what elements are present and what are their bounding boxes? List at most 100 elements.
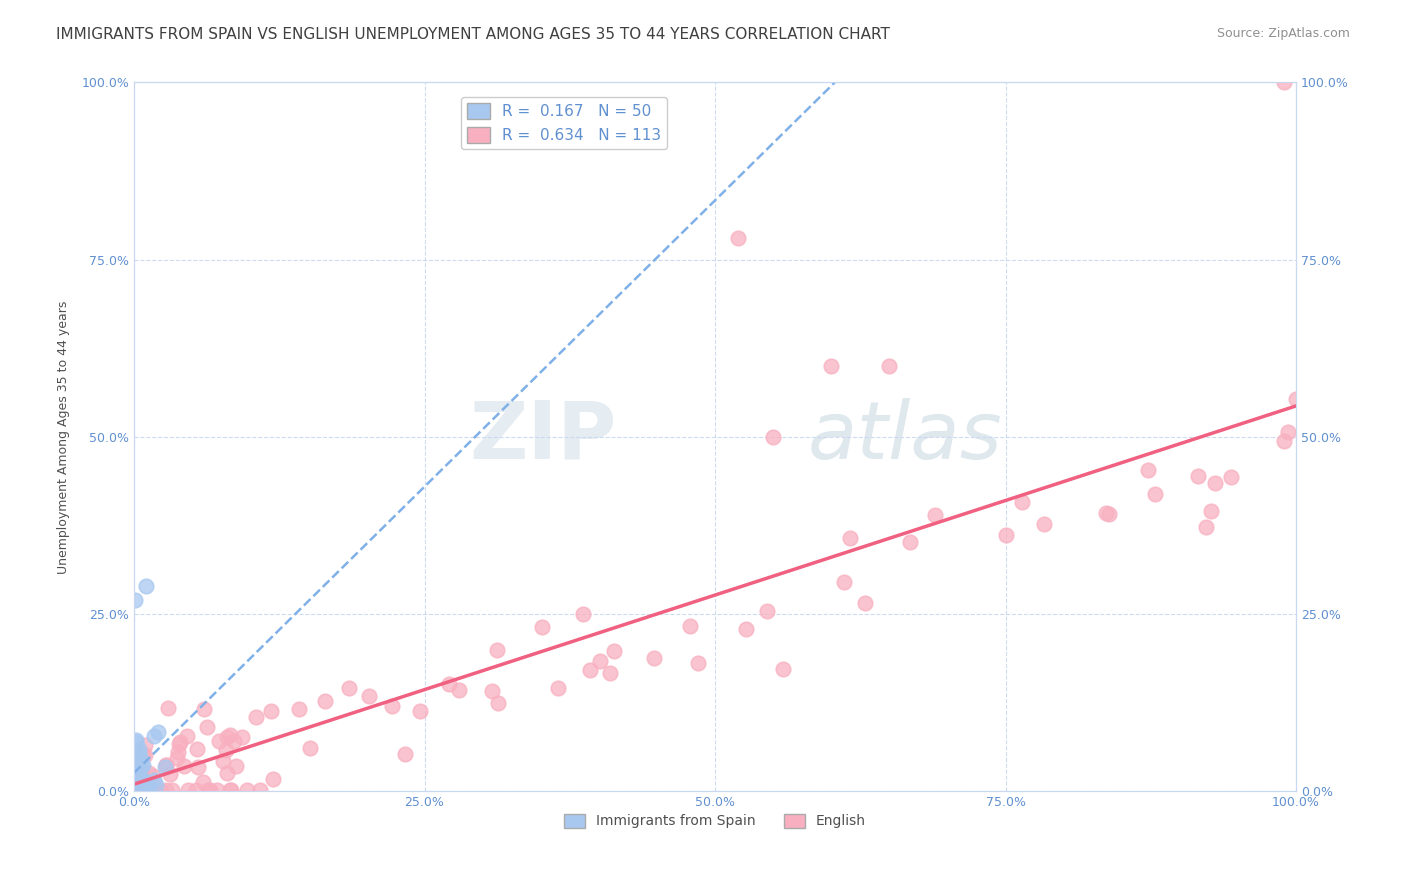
Point <box>124 751 146 765</box>
Point <box>169 735 191 749</box>
Point <box>381 698 404 713</box>
Point <box>127 746 149 760</box>
Point <box>125 771 148 785</box>
Text: ZIP: ZIP <box>470 398 616 475</box>
Point <box>409 705 432 719</box>
Point <box>125 756 148 770</box>
Point <box>314 694 336 708</box>
Point <box>129 757 152 772</box>
Y-axis label: Unemployment Among Ages 35 to 44 years: Unemployment Among Ages 35 to 44 years <box>58 301 70 574</box>
Point <box>193 774 215 789</box>
Point <box>132 773 155 788</box>
Point <box>148 724 170 739</box>
Point <box>1095 506 1118 520</box>
Point <box>127 777 149 791</box>
Point <box>128 742 150 756</box>
Text: Source: ZipAtlas.com: Source: ZipAtlas.com <box>1216 27 1350 40</box>
Point <box>169 737 191 751</box>
Point <box>820 359 842 373</box>
Point <box>124 782 146 797</box>
Point <box>132 782 155 797</box>
Point <box>125 772 148 787</box>
Point <box>924 508 946 523</box>
Point <box>211 754 233 768</box>
Point <box>160 782 183 797</box>
Point <box>879 359 901 373</box>
Point <box>142 772 165 787</box>
Point <box>124 755 146 769</box>
Point <box>128 782 150 797</box>
Point <box>1274 75 1296 89</box>
Point <box>898 534 921 549</box>
Legend: Immigrants from Spain, English: Immigrants from Spain, English <box>558 808 872 834</box>
Point <box>1137 463 1160 477</box>
Point <box>1098 507 1121 521</box>
Point <box>357 690 380 704</box>
Point <box>155 757 177 772</box>
Point <box>215 766 238 780</box>
Point <box>1285 392 1308 407</box>
Point <box>125 782 148 797</box>
Point <box>136 782 159 797</box>
Point <box>249 782 271 797</box>
Point <box>262 772 284 786</box>
Point <box>142 769 165 783</box>
Text: IMMIGRANTS FROM SPAIN VS ENGLISH UNEMPLOYMENT AMONG AGES 35 TO 44 YEARS CORRELAT: IMMIGRANTS FROM SPAIN VS ENGLISH UNEMPLO… <box>56 27 890 42</box>
Point <box>337 681 360 695</box>
Point <box>218 782 240 797</box>
Point <box>215 731 238 745</box>
Point <box>481 684 503 698</box>
Point <box>589 654 612 668</box>
Point <box>486 643 509 657</box>
Point <box>531 619 554 633</box>
Point <box>127 773 149 788</box>
Point <box>138 780 160 795</box>
Point <box>124 782 146 797</box>
Point <box>679 619 702 633</box>
Point <box>547 681 569 695</box>
Point <box>132 757 155 772</box>
Point <box>727 231 749 245</box>
Point <box>149 782 172 797</box>
Point <box>138 766 160 780</box>
Point <box>1277 425 1299 440</box>
Point <box>128 781 150 796</box>
Point <box>134 780 156 795</box>
Point <box>128 774 150 789</box>
Point <box>145 778 167 792</box>
Point <box>124 768 146 782</box>
Point <box>159 767 181 781</box>
Point <box>124 766 146 780</box>
Point <box>198 782 221 797</box>
Point <box>186 782 208 797</box>
Point <box>132 747 155 761</box>
Point <box>129 781 152 796</box>
Point <box>128 764 150 779</box>
Point <box>437 676 460 690</box>
Point <box>832 575 855 590</box>
Point <box>772 662 794 676</box>
Point <box>222 734 245 748</box>
Point <box>129 751 152 765</box>
Point <box>221 782 243 797</box>
Point <box>197 782 219 797</box>
Point <box>134 782 156 797</box>
Point <box>447 682 470 697</box>
Point <box>127 763 149 777</box>
Point <box>156 701 179 715</box>
Point <box>131 780 153 794</box>
Point <box>231 730 253 744</box>
Point <box>129 774 152 789</box>
Point <box>127 782 149 797</box>
Point <box>838 531 860 545</box>
Point <box>205 782 228 797</box>
Point <box>127 773 149 788</box>
Point <box>128 779 150 793</box>
Point <box>207 734 229 748</box>
Point <box>572 607 595 621</box>
Point <box>134 747 156 762</box>
Point <box>131 762 153 776</box>
Point <box>127 782 149 797</box>
Point <box>215 743 238 757</box>
Point <box>125 732 148 747</box>
